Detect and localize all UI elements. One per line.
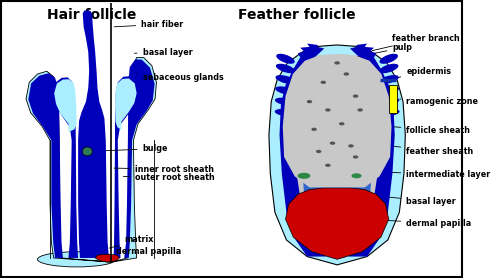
Circle shape [306,100,312,103]
Circle shape [334,61,340,64]
Polygon shape [115,78,136,130]
Bar [388,85,397,113]
Text: pulp: pulp [354,43,412,58]
Text: dermal papilla: dermal papilla [368,219,472,228]
Text: inner root sheath: inner root sheath [114,165,214,174]
Polygon shape [282,54,392,257]
Text: hair fiber: hair fiber [114,20,184,29]
Text: feather sheath: feather sheath [393,146,473,156]
Text: bulge: bulge [90,144,168,153]
Polygon shape [114,59,154,258]
Text: basal layer: basal layer [377,196,456,206]
Text: sebaceous glands: sebaceous glands [136,73,224,82]
Text: dermal papilla: dermal papilla [107,247,181,256]
Ellipse shape [38,252,116,267]
Ellipse shape [378,75,398,84]
Polygon shape [280,44,337,258]
Polygon shape [286,188,389,259]
Circle shape [330,142,336,145]
Text: epidermis: epidermis [390,67,452,79]
Text: Feather follicle: Feather follicle [238,8,356,22]
Ellipse shape [276,64,295,73]
Polygon shape [78,10,109,258]
Polygon shape [337,44,394,258]
Ellipse shape [378,86,399,95]
Text: follicle sheath: follicle sheath [394,126,470,135]
Circle shape [353,155,358,159]
Ellipse shape [82,147,92,156]
Polygon shape [95,254,120,262]
Polygon shape [269,45,406,265]
Polygon shape [302,62,372,258]
Circle shape [312,128,317,131]
Circle shape [316,150,322,153]
Text: feather branch: feather branch [372,34,460,51]
Ellipse shape [380,54,398,64]
Circle shape [339,122,344,125]
Ellipse shape [378,109,400,116]
Ellipse shape [275,98,296,106]
Circle shape [358,108,363,111]
Polygon shape [282,54,392,187]
Ellipse shape [274,109,296,116]
Polygon shape [54,79,76,132]
Ellipse shape [298,173,310,179]
Circle shape [353,95,358,98]
Text: matrix: matrix [110,235,154,248]
Text: outer root sheath: outer root sheath [124,173,215,182]
Text: Hair follicle: Hair follicle [47,8,136,22]
Circle shape [320,81,326,84]
Polygon shape [26,57,156,262]
Ellipse shape [352,173,362,178]
Circle shape [325,164,330,167]
Ellipse shape [378,98,400,106]
Text: ramogenic zone: ramogenic zone [400,97,478,106]
Ellipse shape [379,64,398,73]
Ellipse shape [276,54,295,64]
Circle shape [344,72,349,76]
Ellipse shape [276,75,295,84]
Text: basal layer: basal layer [134,48,192,57]
Ellipse shape [275,86,296,95]
Circle shape [348,144,354,148]
Polygon shape [28,73,78,258]
Circle shape [325,108,330,111]
Text: intermediate layer: intermediate layer [390,170,490,180]
